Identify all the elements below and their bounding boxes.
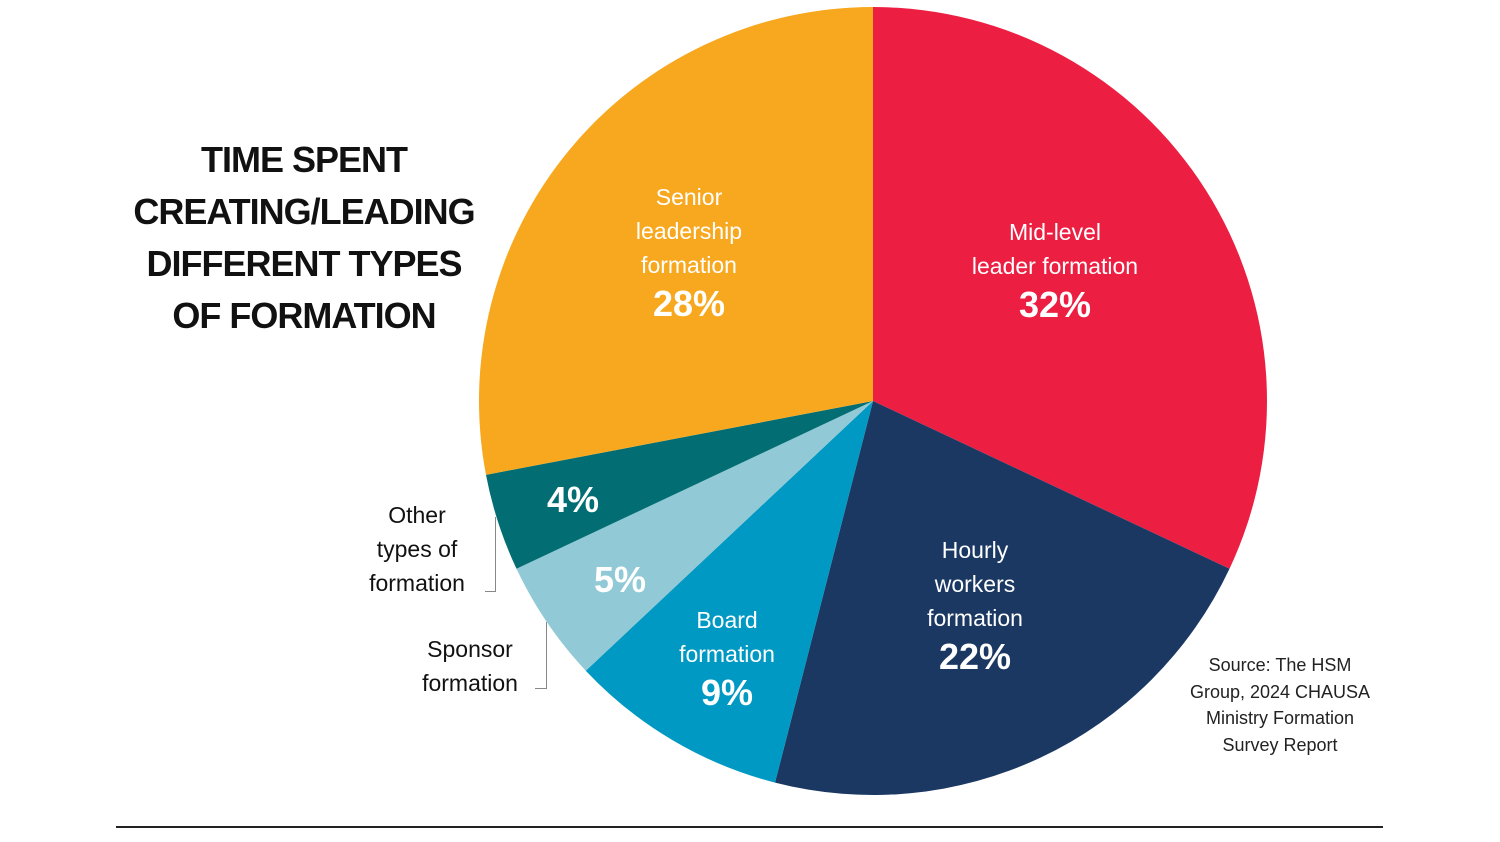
pie-slice-other-types-of-formation <box>485 401 873 569</box>
slice-value-label: 9% <box>700 672 754 713</box>
source-line: Source: The HSM <box>1208 655 1352 675</box>
source-line: Survey Report <box>1222 734 1338 755</box>
ext-label-line: formation <box>369 570 465 596</box>
ext-label-line: types of <box>376 536 458 562</box>
slice-name-line: formation <box>927 605 1023 631</box>
slice-name-line: Senior <box>655 184 723 210</box>
slice-name-line: Mid-level <box>1008 219 1102 245</box>
slice-value-label: 28% <box>652 283 726 324</box>
slice-value-label: 22% <box>938 636 1012 677</box>
ext-label-line: Sponsor <box>427 636 513 662</box>
slice-name-line: Hourly <box>941 537 1009 563</box>
slice-name-line: formation <box>641 252 737 278</box>
ext-label-line: Other <box>388 502 446 528</box>
slice-name-line: formation <box>679 641 775 667</box>
source-line: Ministry Formation <box>1205 708 1355 728</box>
source-note: Source: The HSM Group, 2024 CHAUSA Minis… <box>1160 652 1400 758</box>
chart-title: TIME SPENT CREATING/LEADING DIFFERENT TY… <box>104 134 504 342</box>
title-line: OF FORMATION <box>172 295 436 336</box>
slice-label-board: Board formation 9% <box>679 603 775 715</box>
slice-label-hourly: Hourly workers formation 22% <box>927 533 1023 679</box>
title-line: TIME SPENT <box>200 139 408 180</box>
leader-line-other <box>495 517 496 592</box>
pie-slice-hourly-workers-formation <box>775 401 1230 795</box>
pie-slice-senior-leadership-formation <box>478 7 873 475</box>
ext-label-line: formation <box>422 670 518 696</box>
slice-name-line: leadership <box>635 218 743 244</box>
slice-label-mid-level: Mid-level leader formation 32% <box>972 215 1138 327</box>
source-line: Group, 2024 CHAUSA <box>1189 681 1371 702</box>
leader-line-sponsor-tick <box>535 688 547 689</box>
ext-label-sponsor: Sponsor formation <box>422 632 518 700</box>
slice-value-label: 4% <box>546 479 600 520</box>
leader-line-sponsor <box>546 622 547 689</box>
slice-value-label: 5% <box>593 559 647 600</box>
ext-label-other: Other types of formation <box>369 498 465 600</box>
pie-slice-sponsor-formation <box>516 401 873 671</box>
pie-slice-board-formation <box>585 401 873 783</box>
title-line: DIFFERENT TYPES <box>146 243 462 284</box>
slice-name-line: Board <box>696 607 758 633</box>
slice-label-senior: Senior leadership formation 28% <box>636 180 742 326</box>
slice-name-line: workers <box>934 571 1016 597</box>
title-line: CREATING/LEADING <box>133 191 475 232</box>
pie-slice-mid-level-leader-formation <box>873 7 1267 569</box>
leader-line-other-tick <box>485 591 496 592</box>
bottom-rule <box>116 826 1383 828</box>
slice-label-sponsor-value: 5% <box>594 558 646 602</box>
slice-name-line: leader formation <box>971 253 1139 279</box>
slice-label-other-value: 4% <box>547 478 599 522</box>
slice-value-label: 32% <box>1018 284 1092 325</box>
